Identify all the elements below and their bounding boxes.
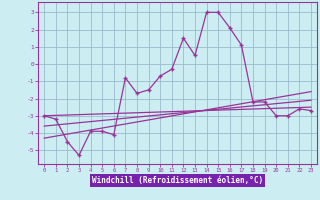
X-axis label: Windchill (Refroidissement éolien,°C): Windchill (Refroidissement éolien,°C): [92, 176, 263, 185]
